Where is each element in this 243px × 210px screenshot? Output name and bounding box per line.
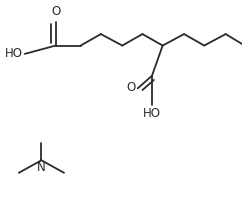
Text: O: O <box>126 81 135 94</box>
Text: N: N <box>37 161 46 174</box>
Text: O: O <box>51 5 60 18</box>
Text: HO: HO <box>143 107 161 120</box>
Text: HO: HO <box>4 47 22 60</box>
